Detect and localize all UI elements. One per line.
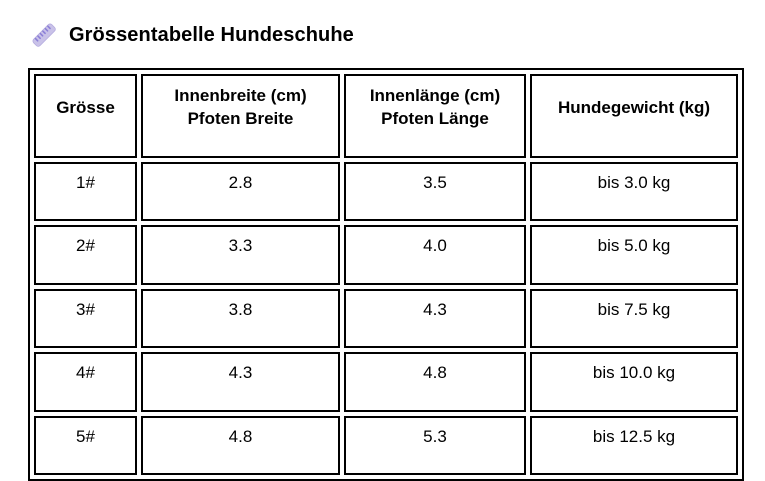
cell-innenlaenge: 5.3: [344, 415, 526, 475]
column-header-label: Grösse: [56, 97, 115, 117]
table-row: 2# 3.3 4.0 bis 5.0 kg: [34, 225, 738, 285]
table-header-row: Grösse Innenbreite (cm) Pfoten Breite In…: [34, 74, 738, 158]
cell-gewicht: bis 3.0 kg: [530, 162, 738, 222]
column-header-sublabel: Pfoten Länge: [381, 109, 489, 128]
cell-size: 3#: [34, 288, 137, 349]
column-header-label: Innenlänge (cm): [369, 86, 501, 106]
cell-gewicht: bis 12.5 kg: [530, 415, 738, 475]
cell-size: 4#: [34, 352, 137, 412]
cell-innenbreite: 4.3: [141, 352, 340, 412]
cell-innenlaenge: 4.0: [344, 225, 526, 285]
cell-size: 5#: [34, 415, 137, 475]
column-header-label: Innenbreite (cm): [174, 86, 307, 106]
column-header-hundegewicht: Hundegewicht (kg): [530, 74, 738, 158]
cell-innenlaenge: 3.5: [344, 162, 526, 222]
column-header-innenbreite: Innenbreite (cm) Pfoten Breite: [141, 74, 340, 158]
column-header-groesse: Grösse: [34, 74, 137, 158]
cell-gewicht: bis 7.5 kg: [530, 288, 738, 349]
page-title: Grössentabelle Hundeschuhe: [69, 24, 354, 46]
cell-gewicht: bis 10.0 kg: [530, 352, 738, 412]
cell-gewicht: bis 5.0 kg: [530, 225, 738, 285]
column-header-innenlaenge: Innenlänge (cm) Pfoten Länge: [344, 74, 526, 158]
page-header: Grössentabelle Hundeschuhe: [30, 20, 742, 50]
size-table: Grösse Innenbreite (cm) Pfoten Breite In…: [28, 68, 744, 481]
table-row: 4# 4.3 4.8 bis 10.0 kg: [34, 352, 738, 412]
table-row: 1# 2.8 3.5 bis 3.0 kg: [34, 162, 738, 222]
cell-innenbreite: 2.8: [141, 162, 340, 222]
cell-innenbreite: 3.8: [141, 288, 340, 349]
cell-size: 2#: [34, 225, 137, 285]
column-header-sublabel: Pfoten Breite: [187, 109, 294, 128]
column-header-label: Hundegewicht (kg): [557, 97, 711, 117]
cell-innenbreite: 3.3: [141, 225, 340, 285]
cell-innenlaenge: 4.8: [344, 352, 526, 412]
table-row: 5# 4.8 5.3 bis 12.5 kg: [34, 415, 738, 475]
cell-size: 1#: [34, 162, 137, 222]
cell-innenbreite: 4.8: [141, 415, 340, 475]
table-row: 3# 3.8 4.3 bis 7.5 kg: [34, 288, 738, 349]
cell-innenlaenge: 4.3: [344, 288, 526, 349]
ruler-icon: [30, 21, 58, 49]
